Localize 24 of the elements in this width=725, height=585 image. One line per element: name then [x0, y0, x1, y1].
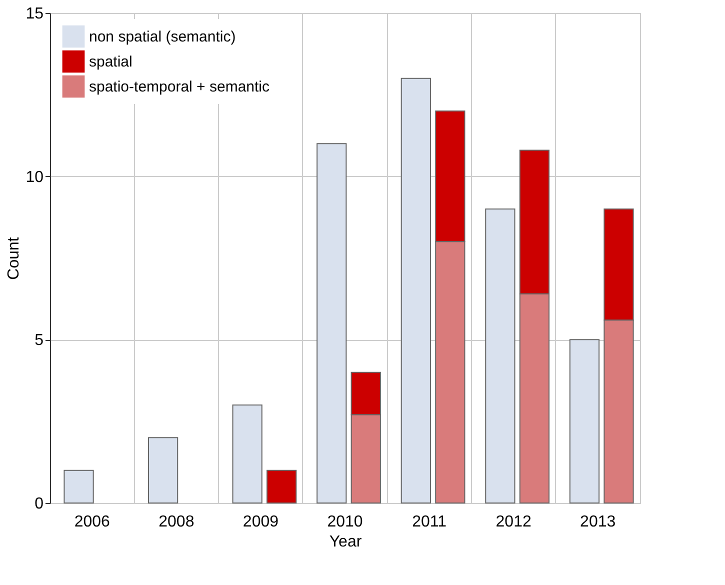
y-tick-label: 15 — [26, 6, 44, 22]
x-tick-label: 2011 — [412, 514, 447, 530]
bar — [485, 208, 516, 504]
y-tick-label: 0 — [34, 496, 44, 512]
y-tick-label: 5 — [34, 332, 44, 350]
bar — [569, 339, 600, 504]
bar — [316, 143, 347, 504]
legend-label: spatio-temporal + semantic — [89, 78, 270, 96]
legend-label: non spatial (semantic) — [89, 28, 236, 46]
y-axis-title: Count — [6, 236, 23, 280]
bar — [64, 470, 94, 504]
bar — [148, 437, 178, 504]
bar — [232, 404, 262, 504]
legend-label: spatial — [89, 54, 132, 70]
x-tick-label: 2013 — [580, 514, 616, 530]
x-tick-label: 2012 — [496, 514, 532, 530]
bar — [400, 78, 431, 504]
x-tick-label: 2006 — [74, 514, 110, 530]
x-tick-label: 2010 — [327, 514, 363, 530]
y-tick-label: 10 — [26, 168, 44, 186]
x-tick-label: 2008 — [158, 514, 194, 530]
bar — [266, 470, 297, 504]
x-axis-title: Year — [329, 534, 362, 550]
x-tick-label: 2009 — [242, 514, 279, 530]
